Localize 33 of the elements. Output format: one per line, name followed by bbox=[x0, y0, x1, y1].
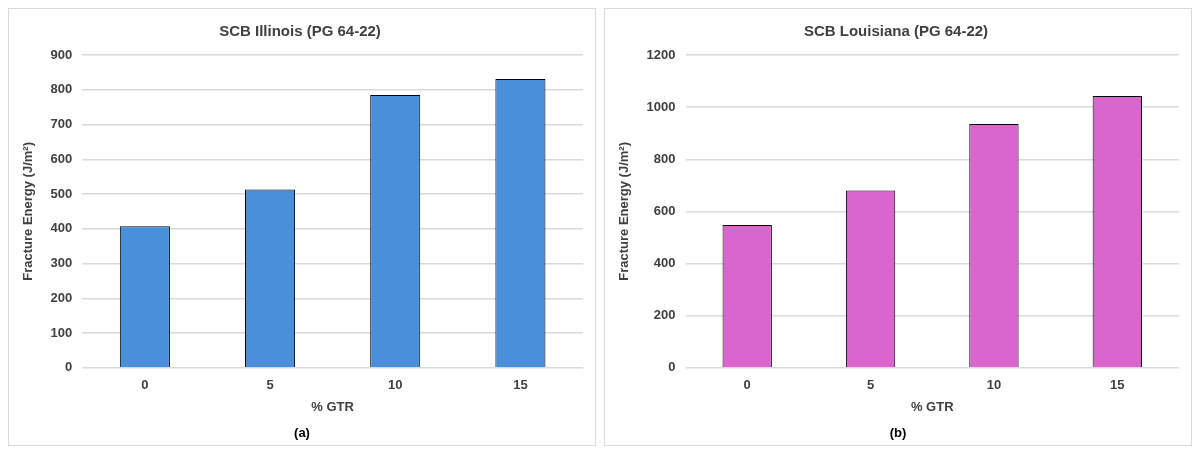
y-axis-title: Fracture Energy (J/m²) bbox=[20, 142, 36, 281]
y-tick-label: 200 bbox=[50, 289, 73, 305]
y-tick-label: 1000 bbox=[646, 98, 676, 114]
x-tick-label: 15 bbox=[513, 377, 528, 393]
text: (b) bbox=[889, 425, 907, 440]
y-tick-label: 800 bbox=[50, 81, 73, 97]
y-tick-label: 0 bbox=[668, 359, 676, 375]
y-tick-label: 600 bbox=[653, 202, 676, 218]
y-tick-label: 1200 bbox=[646, 46, 676, 62]
x-tick-label: 10 bbox=[986, 377, 1002, 393]
x-tick-label: 0 bbox=[743, 377, 751, 393]
y-tick-label: 400 bbox=[50, 220, 73, 236]
chart-title: SCB Illinois (PG 64-22) bbox=[219, 22, 381, 40]
y-tick-label: 0 bbox=[65, 359, 73, 375]
y-tick-label: 900 bbox=[50, 46, 73, 62]
text: (a) bbox=[294, 425, 310, 440]
x-tick-label: 5 bbox=[866, 377, 875, 393]
x-axis-title: % GTR bbox=[311, 398, 355, 414]
x-axis-title: % GTR bbox=[910, 398, 955, 414]
x-tick-label: 0 bbox=[141, 377, 149, 393]
x-tick-label: 5 bbox=[266, 377, 274, 393]
y-tick-label: 800 bbox=[653, 150, 676, 166]
chart-title: SCB Louisiana (PG 64-22) bbox=[803, 22, 989, 40]
y-tick-label: 600 bbox=[50, 150, 73, 166]
y-tick-label: 100 bbox=[50, 324, 73, 340]
y-tick-label: 200 bbox=[653, 307, 676, 323]
x-tick-label: 10 bbox=[388, 377, 403, 393]
y-tick-label: 700 bbox=[50, 116, 73, 132]
y-tick-label: 300 bbox=[50, 255, 73, 271]
y-tick-label: 500 bbox=[50, 185, 73, 201]
y-axis-title: Fracture Energy (J/m²) bbox=[616, 142, 632, 281]
y-tick-label: 400 bbox=[653, 255, 676, 271]
x-tick-label: 15 bbox=[1110, 377, 1125, 393]
